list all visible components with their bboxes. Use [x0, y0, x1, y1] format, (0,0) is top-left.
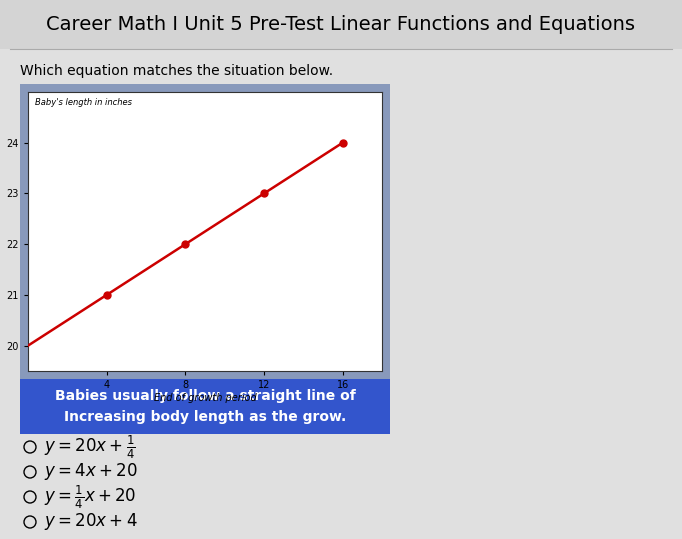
Text: Baby's length in inches: Baby's length in inches: [35, 98, 132, 107]
Point: [337, 139, 348, 147]
FancyBboxPatch shape: [0, 49, 682, 539]
X-axis label: End of growth period: End of growth period: [153, 393, 256, 403]
Text: $y = 4x + 20$: $y = 4x + 20$: [44, 461, 138, 482]
FancyBboxPatch shape: [0, 0, 682, 49]
Text: Career Math I Unit 5 Pre-Test Linear Functions and Equations: Career Math I Unit 5 Pre-Test Linear Fun…: [46, 16, 636, 34]
Point: [180, 240, 191, 248]
Text: Babies usually follow a straight line of
Increasing body length as the grow.: Babies usually follow a straight line of…: [55, 389, 355, 424]
Point: [101, 291, 112, 299]
Text: $y = 20x + \frac{1}{4}$: $y = 20x + \frac{1}{4}$: [44, 433, 136, 461]
FancyBboxPatch shape: [20, 84, 390, 434]
Text: $y = \frac{1}{4}x + 20$: $y = \frac{1}{4}x + 20$: [44, 483, 136, 511]
FancyBboxPatch shape: [20, 379, 390, 434]
Text: $y = 20x + 4$: $y = 20x + 4$: [44, 512, 138, 533]
Text: Which equation matches the situation below.: Which equation matches the situation bel…: [20, 64, 333, 78]
Point: [258, 189, 269, 198]
